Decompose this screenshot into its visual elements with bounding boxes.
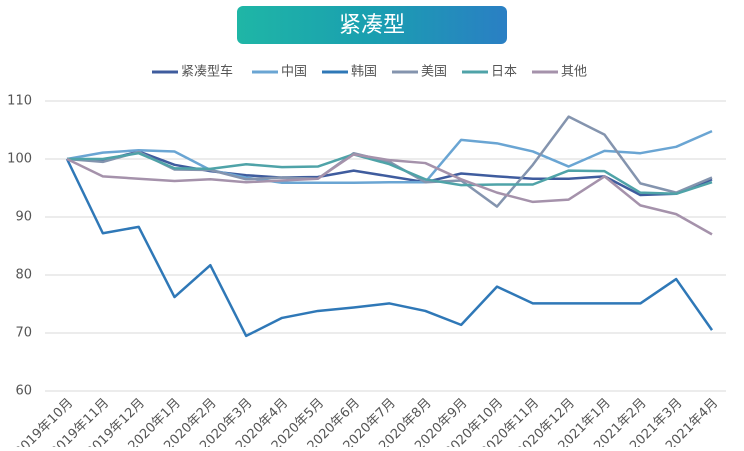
legend-label: 韩国 [351,65,377,80]
y-tick-label: 110 [7,94,32,109]
series-line [67,151,713,196]
series-line [66,130,713,185]
legend-label: 日本 [491,65,517,80]
legend-label: 紧凑型车 [181,64,233,80]
y-tick-label: 70 [15,326,32,341]
y-tick-label: 80 [15,268,32,283]
y-tick-label: 60 [15,384,32,399]
legend-label: 中国 [281,65,307,80]
y-tick-label: 90 [15,210,32,225]
y-tick-label: 100 [7,152,32,167]
title-box [237,6,507,44]
series-line [66,153,713,236]
chart-title: 紧凑型 [339,13,405,38]
series-line [65,158,714,338]
legend-label: 美国 [421,65,447,80]
legend-label: 其他 [561,65,587,80]
series-line [66,150,713,197]
